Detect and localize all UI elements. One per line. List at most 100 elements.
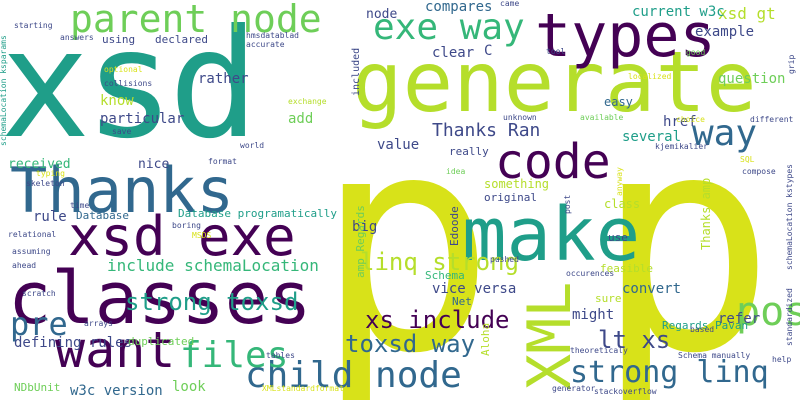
word: boring xyxy=(172,221,201,230)
word: idea xyxy=(446,167,466,176)
word: typing xyxy=(36,169,65,178)
word: arrays xyxy=(84,319,113,328)
word: scratch xyxy=(22,289,56,298)
word: w3c version xyxy=(70,383,163,399)
word: relational xyxy=(8,230,57,239)
word: add xyxy=(288,111,314,127)
word: amp Regards xyxy=(354,205,367,278)
word: anyway xyxy=(615,167,624,196)
word: big xyxy=(352,219,378,235)
word: xsd exe xyxy=(68,205,296,268)
word: vice versa xyxy=(432,281,517,297)
word: pre xyxy=(10,305,68,343)
word: nice xyxy=(138,157,170,172)
word: look xyxy=(172,379,206,395)
word: sure xyxy=(595,292,622,305)
word: compares xyxy=(425,0,493,15)
word: p xyxy=(315,70,496,400)
word: current w3c xyxy=(632,4,725,20)
word: easy xyxy=(604,95,633,109)
word: format xyxy=(208,157,237,166)
word: linq strong xyxy=(360,248,519,276)
word: feasible xyxy=(600,262,653,275)
word: compose xyxy=(742,167,776,176)
word: refer xyxy=(718,311,761,327)
word: Thanks Ran xyxy=(432,120,541,141)
word: include schemaLocation xyxy=(107,256,319,275)
word: node xyxy=(366,7,398,22)
word: child node xyxy=(245,355,462,396)
word: xsd xyxy=(0,0,259,172)
word: schemaLocation ksparams xyxy=(0,35,8,146)
word: using xyxy=(102,33,136,46)
word: answers xyxy=(60,33,94,42)
word: Net xyxy=(452,295,472,308)
word: xsd gt xyxy=(718,4,776,23)
word: use xyxy=(608,231,628,244)
word: toxsd way xyxy=(345,330,476,358)
word: XMLstandardformat xyxy=(262,384,344,393)
word: standardized xyxy=(785,288,794,346)
word: rather xyxy=(198,71,249,87)
word: C xyxy=(484,43,493,59)
word: starting xyxy=(14,21,53,30)
word: really xyxy=(449,145,489,158)
word: different xyxy=(750,115,794,124)
word: convert xyxy=(622,281,682,297)
word: duplicated xyxy=(128,335,195,348)
word: localized xyxy=(628,72,672,81)
word: help xyxy=(772,355,792,364)
word: collisions xyxy=(104,79,153,88)
word: lt xs xyxy=(598,326,671,354)
word: assuming xyxy=(12,247,51,256)
word: included xyxy=(351,47,362,96)
word: skeleton xyxy=(26,179,65,188)
word: want xyxy=(55,321,176,379)
word: Regards Pavan xyxy=(662,319,749,332)
word: available xyxy=(580,113,624,122)
word: NDbUnit xyxy=(14,381,61,394)
word: came xyxy=(500,0,520,8)
word: code xyxy=(495,134,611,190)
word: exchange xyxy=(288,97,327,106)
word: href xyxy=(663,114,697,130)
word: Schema xyxy=(425,269,465,282)
word: declared xyxy=(155,33,208,46)
word: p xyxy=(595,70,776,400)
word: defining rules xyxy=(14,335,133,351)
word: Database programatically xyxy=(178,207,337,220)
word: something xyxy=(484,177,550,191)
word: classes xyxy=(8,256,312,340)
word: post xyxy=(563,194,572,214)
word: occurences xyxy=(566,269,615,278)
word: good xyxy=(686,48,706,57)
word: based xyxy=(690,325,715,334)
word: generate xyxy=(352,33,757,131)
word: Aloha xyxy=(479,322,492,356)
word: Schema manually xyxy=(678,351,751,360)
word: possible xyxy=(736,289,800,335)
word: know xyxy=(100,93,134,109)
word: several xyxy=(622,129,682,145)
word: Thanks amp xyxy=(699,177,713,250)
word: kjemikalier xyxy=(655,142,708,151)
word: tables xyxy=(266,351,295,360)
word: strong toxsd xyxy=(125,288,299,316)
word: unknown xyxy=(503,113,537,122)
word: world xyxy=(240,141,265,150)
word: save xyxy=(112,127,132,136)
word: question xyxy=(718,71,786,87)
word: files xyxy=(180,335,289,376)
word: grip xyxy=(787,54,796,74)
word: clear xyxy=(432,45,475,61)
word: Thanks xyxy=(10,154,234,227)
word: Database xyxy=(76,209,129,222)
word: schemaLocation kstypes xyxy=(785,164,794,270)
word: generator xyxy=(552,384,596,393)
word: accurate xyxy=(246,40,285,49)
word: xs include xyxy=(365,306,510,334)
word: MSDS xyxy=(192,231,212,240)
word: pushed xyxy=(490,255,519,264)
word: example xyxy=(695,24,755,40)
word: received xyxy=(8,157,71,172)
